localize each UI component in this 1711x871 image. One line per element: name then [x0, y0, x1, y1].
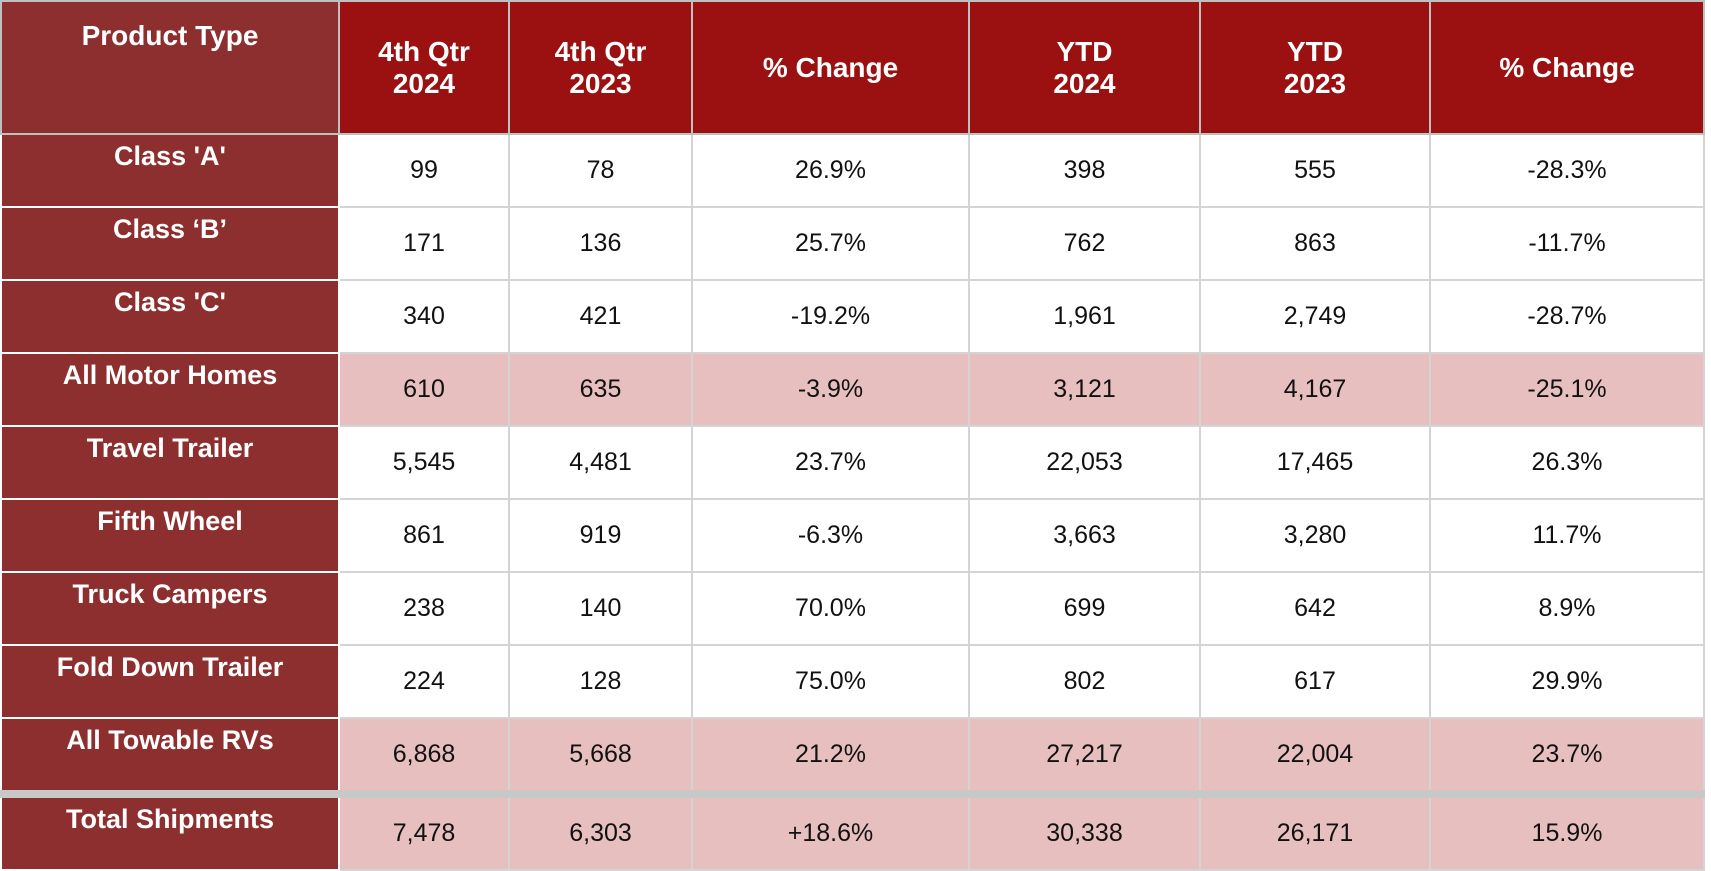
data-cell: 3,663 [968, 498, 1201, 573]
data-cell: +18.6% [691, 790, 970, 871]
row-label: Fifth Wheel [0, 498, 340, 573]
table-row: Fold Down Trailer 224 128 75.0% 802 617 29.9% [0, 644, 1705, 719]
data-cell: 26.3% [1429, 425, 1705, 500]
data-cell: 863 [1199, 206, 1431, 281]
data-cell: 29.9% [1429, 644, 1705, 719]
row-label: Total Shipments [0, 790, 340, 871]
data-cell: 136 [508, 206, 693, 281]
data-cell: 3,280 [1199, 498, 1431, 573]
row-label: All Towable RVs [0, 717, 340, 795]
data-cell: 17,465 [1199, 425, 1431, 500]
header-cell: 4th Qtr 2023 [508, 0, 693, 135]
data-cell: 340 [338, 279, 510, 354]
row-label: Travel Trailer [0, 425, 340, 500]
row-label: Class 'C' [0, 279, 340, 354]
row-label: Truck Campers [0, 571, 340, 646]
data-cell: 7,478 [338, 790, 510, 871]
data-cell: 140 [508, 571, 693, 646]
header-cell: Product Type [0, 0, 340, 135]
data-cell: 23.7% [1429, 717, 1705, 795]
data-cell: 22,004 [1199, 717, 1431, 795]
row-label: Class ‘B’ [0, 206, 340, 281]
table-row: All Towable RVs 6,868 5,668 21.2% 27,217 22,0… [0, 717, 1705, 795]
data-cell: 27,217 [968, 717, 1201, 795]
data-cell: 5,668 [508, 717, 693, 795]
header-cell: 4th Qtr 2024 [338, 0, 510, 135]
data-cell: 15.9% [1429, 790, 1705, 871]
data-cell: 224 [338, 644, 510, 719]
data-cell: 421 [508, 279, 693, 354]
row-label: Class 'A' [0, 133, 340, 208]
header-cell: % Change [1429, 0, 1705, 135]
table-row: Class ‘B’ 171 136 25.7% 762 863 -11.7% [0, 206, 1705, 281]
data-cell: 6,303 [508, 790, 693, 871]
table-row: Truck Campers 238 140 70.0% 699 642 8.9% [0, 571, 1705, 646]
data-cell: -6.3% [691, 498, 970, 573]
data-cell: 398 [968, 133, 1201, 208]
data-cell: 555 [1199, 133, 1431, 208]
table-body: Class 'A' 99 78 26.9% 398 555 -28.3% Class ‘B’ 1… [0, 133, 1705, 871]
row-label: All Motor Homes [0, 352, 340, 427]
table-row: Travel Trailer 5,545 4,481 23.7% 22,053 17,46… [0, 425, 1705, 500]
data-cell: -28.3% [1429, 133, 1705, 208]
table-row: Class 'A' 99 78 26.9% 398 555 -28.3% [0, 133, 1705, 208]
data-cell: 8.9% [1429, 571, 1705, 646]
data-cell: 26.9% [691, 133, 970, 208]
data-cell: 25.7% [691, 206, 970, 281]
data-cell: -28.7% [1429, 279, 1705, 354]
data-cell: 30,338 [968, 790, 1201, 871]
data-cell: 610 [338, 352, 510, 427]
data-cell: 635 [508, 352, 693, 427]
data-cell: 5,545 [338, 425, 510, 500]
data-cell: -25.1% [1429, 352, 1705, 427]
table-row: All Motor Homes 610 635 -3.9% 3,121 4,167 -25.… [0, 352, 1705, 427]
data-cell: 21.2% [691, 717, 970, 795]
data-cell: 1,961 [968, 279, 1201, 354]
data-cell: 2,749 [1199, 279, 1431, 354]
header-cell: YTD 2024 [968, 0, 1201, 135]
data-cell: 3,121 [968, 352, 1201, 427]
header-cell: % Change [691, 0, 970, 135]
data-cell: 4,167 [1199, 352, 1431, 427]
table-row: Fifth Wheel 861 919 -6.3% 3,663 3,280 11.7% [0, 498, 1705, 573]
header-row: Product Type 4th Qtr 2024 4th Qtr 2023% Ch… [0, 0, 1705, 135]
table-row: Total Shipments 7,478 6,303 +18.6% 30,338 26,… [0, 790, 1705, 871]
data-cell: 23.7% [691, 425, 970, 500]
data-cell: -3.9% [691, 352, 970, 427]
data-cell: 802 [968, 644, 1201, 719]
table-row: Class 'C' 340 421 -19.2% 1,961 2,749 -28.7% [0, 279, 1705, 354]
header-cell: YTD 2023 [1199, 0, 1431, 135]
data-cell: 22,053 [968, 425, 1201, 500]
data-cell: 4,481 [508, 425, 693, 500]
data-cell: 128 [508, 644, 693, 719]
data-cell: 26,171 [1199, 790, 1431, 871]
data-cell: 99 [338, 133, 510, 208]
data-cell: 861 [338, 498, 510, 573]
data-cell: 75.0% [691, 644, 970, 719]
data-cell: -11.7% [1429, 206, 1705, 281]
data-cell: 78 [508, 133, 693, 208]
data-cell: 70.0% [691, 571, 970, 646]
row-label: Fold Down Trailer [0, 644, 340, 719]
data-cell: 238 [338, 571, 510, 646]
data-cell: 699 [968, 571, 1201, 646]
data-cell: -19.2% [691, 279, 970, 354]
data-cell: 919 [508, 498, 693, 573]
data-cell: 171 [338, 206, 510, 281]
data-cell: 617 [1199, 644, 1431, 719]
data-cell: 642 [1199, 571, 1431, 646]
data-cell: 6,868 [338, 717, 510, 795]
data-cell: 11.7% [1429, 498, 1705, 573]
data-cell: 762 [968, 206, 1201, 281]
